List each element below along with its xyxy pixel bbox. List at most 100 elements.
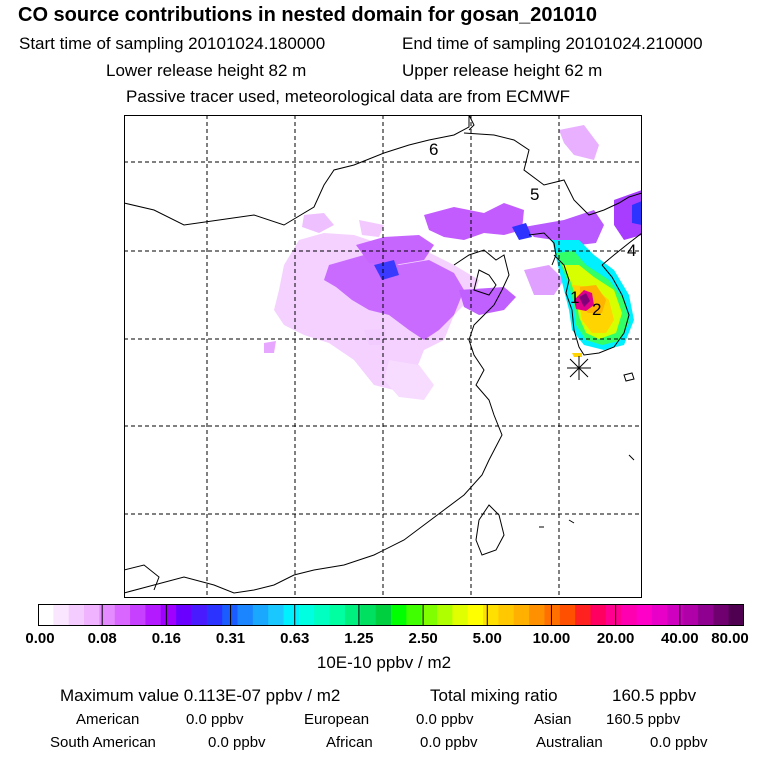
colorbar-cell (667, 604, 684, 626)
colorbar-tick-label: 80.00 (711, 630, 749, 647)
colorbar-cell (314, 604, 331, 626)
colorbar-cell (375, 604, 392, 626)
colorbar-cell (697, 604, 714, 626)
colorbar-cell (467, 604, 484, 626)
taiwan-outline (475, 504, 505, 556)
region-label-2: 2 (592, 300, 601, 319)
colorbar-tick-label: 20.00 (596, 630, 635, 647)
colorbar-cell (130, 604, 147, 626)
colorbar (38, 604, 744, 626)
colorbar-cell (160, 604, 177, 626)
sampling-end: End time of sampling 20101024.210000 (402, 34, 703, 53)
colorbar-cell (360, 604, 377, 626)
korea-north-coast (528, 232, 557, 266)
colorbar-cell (406, 604, 423, 626)
colorbar-tick-label: 0.31 (215, 630, 246, 647)
colorbar-tick-label: 40.00 (661, 630, 699, 647)
colorbar-units: 10E-10 ppbv / m2 (316, 653, 452, 672)
release-upper: Upper release height 62 m (402, 61, 603, 80)
colorbar-cell (252, 604, 269, 626)
colorbar-cell (728, 604, 744, 626)
african-label: African (326, 734, 373, 751)
china-coast (124, 249, 510, 594)
colorbar-cell (145, 604, 162, 626)
colorbar-cell (636, 604, 653, 626)
colorbar-tick-label: 0.16 (151, 630, 181, 647)
colorbar-cell (84, 604, 100, 626)
colorbar-cell (559, 604, 576, 626)
island-outline (623, 372, 635, 382)
colorbar-cell (176, 604, 193, 626)
asterisk-receptor-icon (567, 356, 591, 380)
colorbar-tick-label: 2.50 (408, 630, 438, 647)
shandong-peninsula (473, 269, 497, 296)
european-label: European (304, 711, 370, 728)
colorbar-cell (529, 604, 546, 626)
max-value: Maximum value 0.113E-07 ppbv / m2 (60, 686, 341, 705)
tracer-note: Passive tracer used, meteorological data… (126, 87, 571, 106)
colorbar-cell (513, 604, 530, 626)
colorbar-cell (237, 604, 254, 626)
japan-sea-coast (601, 232, 642, 266)
colorbar-cell (621, 604, 638, 626)
colorbar-cell (38, 604, 54, 626)
colorbar-cell (283, 604, 300, 626)
colorbar-tick-label: 10.00 (532, 630, 571, 647)
african-value: 0.0 ppbv (420, 734, 478, 751)
colorbar-cell (191, 604, 208, 626)
colorbar-cell (713, 604, 730, 626)
map-panel: 6 5 4 1 2 (124, 115, 642, 598)
colorbar-cell (391, 604, 407, 626)
asian-value: 160.5 ppbv (606, 711, 681, 728)
graticule (124, 115, 642, 598)
asian-label: Asian (534, 711, 572, 728)
colorbar-tick-label: 0.08 (87, 630, 117, 647)
island-outline (628, 454, 635, 461)
colorbar-tick-label: 5.00 (472, 630, 502, 647)
colorbar-cell (99, 604, 116, 626)
colorbar-cell (114, 604, 131, 626)
total-mixing-value: 160.5 ppbv (612, 686, 697, 705)
american-value: 0.0 ppbv (186, 711, 244, 728)
colorbar-cell (268, 604, 285, 626)
korea-coast (553, 254, 630, 356)
colorbar-frame (38, 604, 744, 626)
sampling-start: Start time of sampling 20101024.180000 (19, 34, 326, 53)
colorbar-cell (590, 604, 607, 626)
region-label-5: 5 (530, 185, 539, 204)
colorbar-cell (575, 604, 592, 626)
colorbar-cell (329, 604, 346, 626)
colorbar-cell (682, 604, 699, 626)
release-lower: Lower release height 82 m (106, 61, 307, 80)
australian-value: 0.0 ppbv (650, 734, 708, 751)
colorbar-cell (483, 604, 500, 626)
plot-title: CO source contributions in nested domain… (18, 4, 598, 26)
total-mixing-label: Total mixing ratio (430, 686, 558, 705)
region-label-1: 1 (570, 288, 579, 307)
coast-segment (124, 564, 160, 591)
european-value: 0.0 ppbv (416, 711, 474, 728)
northeast-border (463, 132, 642, 216)
region-label-6: 6 (429, 140, 438, 159)
australian-label: Australian (536, 734, 603, 751)
colorbar-cell (544, 604, 561, 626)
island-outline (568, 519, 575, 524)
colorbar-cell (651, 604, 668, 626)
colorbar-cell (206, 604, 223, 626)
colorbar-tick-label: 1.25 (344, 630, 374, 647)
concentration-field (264, 125, 642, 400)
map-frame (124, 115, 642, 598)
colorbar-cell (298, 604, 315, 626)
colorbar-cell (53, 604, 70, 626)
colorbar-cell (452, 604, 469, 626)
colorbar-cell (498, 604, 515, 626)
colorbar-cell (421, 604, 438, 626)
south-american-label: South American (50, 734, 156, 751)
colorbar-cell (605, 604, 622, 626)
colorbar-cell (437, 604, 453, 626)
colorbar-tick-label: 0.00 (25, 630, 55, 647)
american-label: American (76, 711, 140, 728)
region-label-4: 4 (627, 241, 636, 260)
mongolia-border (124, 115, 470, 226)
colorbar-cell (344, 604, 361, 626)
